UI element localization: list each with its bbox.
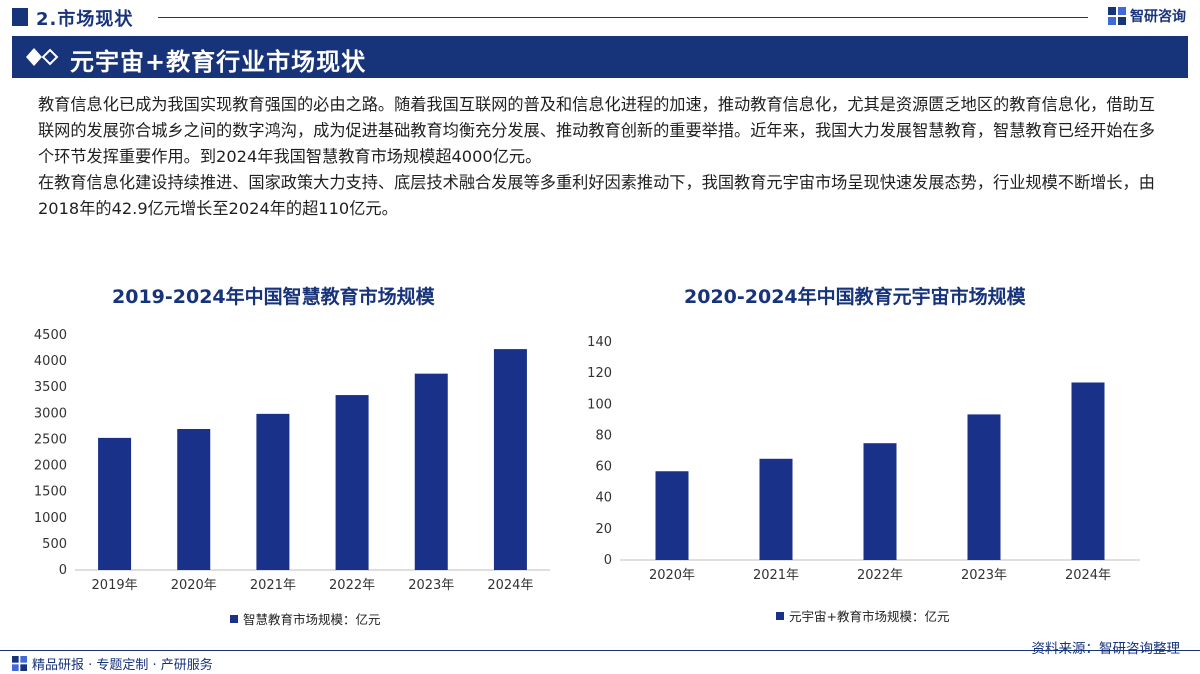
chart-2-y-tick-label: 60 [595, 460, 612, 475]
paragraph-1: 教育信息化已成为我国实现教育强国的必由之路。随着我国互联网的普及和信息化进程的加… [38, 95, 1155, 166]
diamond-icon [26, 48, 59, 66]
chart-1: 0 500 1000 1500 2000 2500 3000 3500 4000 4500 2019… [34, 328, 550, 593]
chart-1-y-tick-label: 2000 [34, 459, 67, 474]
section-marker [12, 8, 28, 26]
chart-1-y-tick-label: 3500 [34, 380, 67, 395]
section-label: 2.市场现状 [36, 9, 134, 30]
chart-1-x-tick-label: 2021年 [250, 578, 296, 593]
chart-2-x-tick-label: 2021年 [753, 568, 799, 583]
chart-1-bar [493, 349, 527, 570]
chart-1-bar [335, 395, 369, 570]
source-note: 资料来源：智研咨询整理 [1031, 641, 1181, 657]
chart-1-legend-label: 智慧教育市场规模：亿元 [243, 612, 381, 627]
chart-2: 0 20 40 60 80 100 120 140 2020年 2021年 2022年 2023年 20… [587, 335, 1140, 583]
chart-1-y-tick-label: 3000 [34, 406, 67, 421]
chart-1-x-tick-label: 2022年 [329, 578, 375, 593]
chart-1-title: 2019-2024年中国智慧教育市场规模 [112, 286, 435, 308]
chart-2-legend: 元宇宙+教育市场规模：亿元 [776, 606, 949, 625]
chart-2-x-tick-label: 2020年 [649, 568, 695, 583]
chart-2-y-tick-label: 20 [595, 522, 612, 537]
page-title: 元宇宙+教育行业市场现状 [70, 48, 367, 76]
chart-2-bar [655, 471, 689, 560]
footer-tagline: 精品研报 · 专题定制 · 产研服务 [32, 658, 213, 673]
chart-1-x-tick-label: 2023年 [408, 578, 454, 593]
chart-1-y-tick-label: 1000 [34, 511, 67, 526]
body-text: 教育信息化已成为我国实现教育强国的必由之路。随着我国互联网的普及和信息化进程的加… [38, 92, 1166, 222]
chart-2-bar [863, 443, 897, 560]
chart-2-x-tick-label: 2024年 [1065, 568, 1111, 583]
chart-2-bar [967, 414, 1001, 560]
chart-2-y-tick-label: 140 [587, 335, 612, 350]
chart-1-bar [177, 429, 211, 570]
chart-1-legend-swatch [230, 614, 238, 623]
chart-1-bar [98, 437, 132, 570]
chart-1-x-tick-label: 2019年 [92, 578, 138, 593]
chart-1-bar [414, 373, 448, 570]
footer-logo-icon [12, 656, 27, 671]
chart-1-y-tick-label: 1500 [34, 485, 67, 500]
chart-2-y-tick-label: 120 [587, 366, 612, 381]
chart-2-legend-label: 元宇宙+教育市场规模：亿元 [789, 609, 950, 624]
bottom-divider [0, 650, 1200, 651]
footer: 精品研报 · 专题定制 · 产研服务 [12, 654, 213, 673]
brand-logo-icon [1108, 7, 1126, 25]
chart-1-y-tick-label: 500 [42, 537, 67, 552]
chart-2-y-tick-label: 0 [604, 553, 612, 568]
chart-2-y-tick-label: 80 [595, 428, 612, 443]
chart-1-y-tick-label: 4500 [34, 328, 67, 343]
chart-2-y-tick-label: 40 [595, 491, 612, 506]
chart-1-y-tick-label: 2500 [34, 432, 67, 447]
chart-2-bar [759, 458, 793, 560]
chart-1-legend: 智慧教育市场规模：亿元 [230, 609, 381, 628]
title-banner: 元宇宙+教育行业市场现状 [12, 36, 1188, 78]
chart-1-y-tick-label: 4000 [34, 354, 67, 369]
chart-2-y-tick-label: 100 [587, 397, 612, 412]
top-bar: 2.市场现状 智研咨询 [0, 0, 1200, 34]
chart-1-x-tick-label: 2020年 [171, 578, 217, 593]
brand: 智研咨询 [1108, 6, 1186, 26]
chart-1-bar [256, 413, 290, 570]
chart-2-legend-swatch [776, 611, 784, 620]
chart-1-x-tick-label: 2024年 [487, 578, 533, 593]
chart-2-x-tick-label: 2022年 [857, 568, 903, 583]
paragraph-2: 在教育信息化建设持续推进、国家政策大力支持、底层技术融合发展等多重利好因素推动下… [38, 173, 1155, 218]
chart-2-title: 2020-2024年中国教育元宇宙市场规模 [684, 286, 1026, 308]
chart-2-bar [1071, 382, 1105, 560]
chart-2-x-tick-label: 2023年 [961, 568, 1007, 583]
top-divider [158, 17, 1088, 18]
brand-name: 智研咨询 [1130, 9, 1186, 25]
chart-1-y-tick-label: 0 [59, 563, 67, 578]
